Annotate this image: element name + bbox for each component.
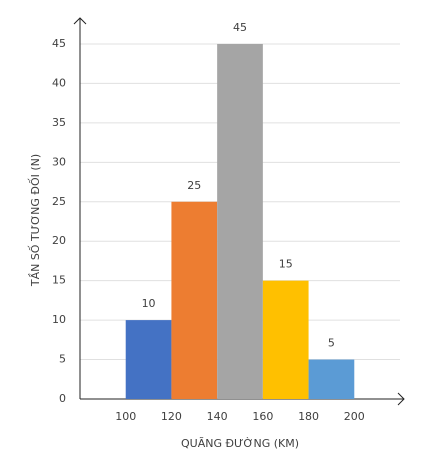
y-tick-label: 45	[52, 37, 66, 50]
data-label: 45	[233, 21, 247, 34]
bar	[308, 359, 355, 399]
data-label: 5	[328, 337, 335, 350]
y-tick-label: 35	[52, 116, 66, 129]
y-tick-label: 0	[59, 392, 66, 405]
data-label: 25	[187, 179, 201, 192]
y-tick-label: 15	[52, 274, 66, 287]
x-tick-label: 160	[252, 410, 273, 423]
y-axis-title: TẦN SỐ TƯƠNG ĐỐI (N)	[28, 154, 42, 287]
data-label: 15	[279, 258, 293, 271]
x-axis-title: QUÃNG ĐƯỜNG (KM)	[181, 437, 299, 450]
y-tick-label: 25	[52, 195, 66, 208]
y-tick-label: 5	[59, 353, 66, 366]
y-tick-label: 10	[52, 313, 66, 326]
bar	[171, 201, 218, 399]
bar	[125, 320, 172, 399]
y-tick-label: 40	[52, 76, 66, 89]
y-tick-label: 30	[52, 155, 66, 168]
bar	[262, 280, 309, 399]
y-tick-label: 20	[52, 234, 66, 247]
x-tick-label: 140	[207, 410, 228, 423]
x-tick-label: 100	[115, 410, 136, 423]
x-tick-label: 180	[298, 410, 319, 423]
x-tick-label: 120	[161, 410, 182, 423]
bar	[217, 43, 263, 399]
y-axis	[73, 17, 87, 399]
data-label: 10	[142, 297, 156, 310]
x-tick-label: 200	[344, 410, 365, 423]
